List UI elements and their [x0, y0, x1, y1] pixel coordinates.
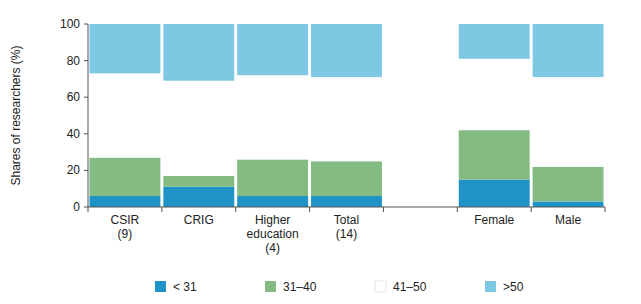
bar-segment: [459, 130, 530, 179]
chart-container: 0 20 40 60 80 100 CSIR(9) CRIG Highereducation(4…: [0, 0, 641, 304]
label-line: education: [247, 227, 299, 241]
bar-segment: [459, 180, 530, 207]
legend-label: >50: [503, 280, 524, 294]
x-tick: [457, 207, 458, 212]
label-line: (9): [118, 227, 133, 241]
bar-segment: [459, 24, 530, 59]
label-line: Total: [334, 213, 359, 227]
bar-segment: [89, 158, 160, 196]
bar-segment: [163, 81, 234, 176]
y-tick: [84, 60, 88, 61]
bar-segment: [163, 187, 234, 207]
label-line: CRIG: [184, 213, 214, 227]
legend-swatch: [265, 281, 276, 292]
x-tick: [383, 207, 384, 212]
legend-swatch: [375, 281, 386, 292]
legend-label: 41–50: [393, 280, 427, 294]
chart: 0 20 40 60 80 100 CSIR(9) CRIG Highereducation(4…: [0, 0, 641, 304]
x-tick-label: CSIR(9): [111, 213, 140, 241]
y-tick-label: 60: [67, 90, 81, 104]
label-line: (4): [265, 241, 280, 255]
y-axis: [88, 24, 89, 207]
label-line: Male: [555, 213, 581, 227]
y-axis-title: Shares of researchers (%): [9, 45, 23, 185]
legend-swatch: [485, 281, 496, 292]
bar-segment: [237, 24, 308, 75]
legend-label: < 31: [173, 280, 197, 294]
label-line: Female: [474, 213, 514, 227]
bar-segment: [237, 159, 308, 196]
x-tick-label: Female: [474, 213, 514, 227]
x-tick: [531, 207, 532, 212]
x-tick: [309, 207, 310, 212]
label-line: Higher: [255, 213, 290, 227]
y-tick: [84, 207, 88, 208]
y-tick-label: 100: [60, 17, 80, 31]
y-tick-label: 40: [67, 127, 81, 141]
x-tick: [235, 207, 236, 212]
bar-segment: [163, 176, 234, 187]
bar-segment: [311, 161, 382, 196]
bar-segment: [89, 24, 160, 73]
bar-segment: [533, 167, 604, 202]
x-tick: [88, 207, 89, 212]
bar-segment: [311, 77, 382, 161]
y-tick: [84, 170, 88, 171]
x-tick-label: Total(14): [334, 213, 359, 241]
legend-label: 31–40: [283, 280, 317, 294]
label-line: (14): [336, 227, 357, 241]
y-tick: [84, 133, 88, 134]
y-tick-label: 0: [73, 200, 80, 214]
x-tick-label: CRIG: [184, 213, 214, 227]
bar-segment: [237, 196, 308, 207]
legend-swatch: [155, 281, 166, 292]
bar-segment: [311, 196, 382, 207]
bars: [89, 24, 603, 207]
y-tick-label: 80: [67, 54, 81, 68]
x-tick-label: Male: [555, 213, 581, 227]
bar-segment: [533, 202, 604, 207]
x-axis: [88, 207, 605, 208]
bar-segment: [89, 196, 160, 207]
y-tick: [84, 97, 88, 98]
x-tick: [161, 207, 162, 212]
bar-segment: [237, 75, 308, 159]
bar-segment: [533, 24, 604, 77]
bar-segment: [89, 73, 160, 157]
y-tick-label: 20: [67, 163, 81, 177]
x-tick: [605, 207, 606, 212]
y-tick: [84, 24, 88, 25]
label-line: CSIR: [111, 213, 140, 227]
bar-segment: [459, 59, 530, 130]
bar-segment: [163, 24, 234, 81]
bar-segment: [311, 24, 382, 77]
bar-segment: [533, 77, 604, 167]
x-tick-label: Highereducation(4): [247, 213, 299, 255]
